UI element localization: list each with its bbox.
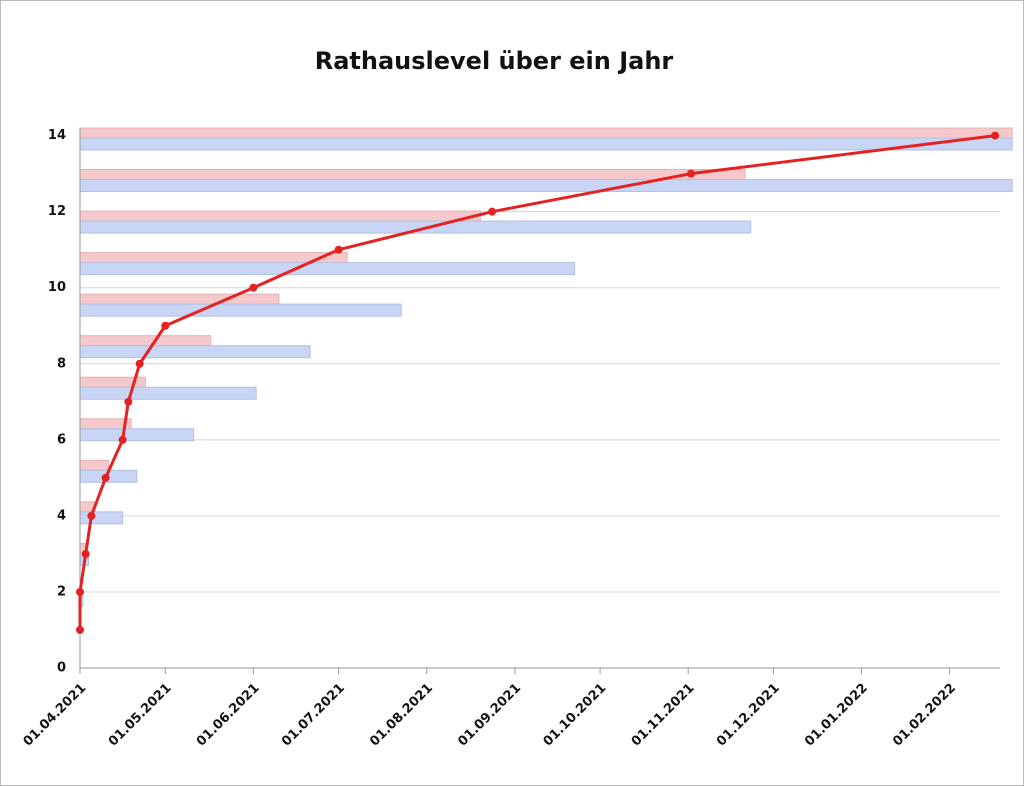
point xyxy=(76,625,84,634)
bar xyxy=(79,335,212,347)
point xyxy=(81,549,90,558)
y-tick-label: 12 xyxy=(48,204,66,219)
chart-title: Rathauslevel über ein Jahr xyxy=(315,47,674,75)
bar xyxy=(79,386,257,400)
y-tick-label: 4 xyxy=(57,508,66,523)
bar xyxy=(79,252,348,264)
point xyxy=(87,511,96,520)
point xyxy=(991,131,1000,140)
point xyxy=(687,169,696,178)
point xyxy=(76,587,84,596)
point xyxy=(101,473,110,482)
bar xyxy=(79,303,402,317)
bar xyxy=(79,127,1013,139)
point xyxy=(488,207,497,216)
bar xyxy=(79,293,280,305)
point xyxy=(124,397,133,406)
bar xyxy=(79,210,482,222)
point xyxy=(249,283,258,292)
y-tick-label: 14 xyxy=(48,128,66,143)
y-tick-label: 10 xyxy=(48,280,66,295)
point xyxy=(161,321,170,330)
y-tick-label: 6 xyxy=(57,432,66,447)
y-tick-label: 8 xyxy=(57,356,66,371)
bar xyxy=(79,459,109,471)
bar xyxy=(79,169,746,181)
y-tick-label: 2 xyxy=(57,584,66,599)
line xyxy=(78,134,996,630)
y-tick-label: 0 xyxy=(57,661,66,676)
point xyxy=(118,435,127,444)
point xyxy=(135,359,144,368)
point xyxy=(334,245,343,254)
bar xyxy=(79,262,575,276)
bar xyxy=(79,345,311,359)
bar xyxy=(79,179,1013,193)
bar xyxy=(79,137,1013,151)
bar xyxy=(79,511,124,525)
bar xyxy=(79,428,195,442)
